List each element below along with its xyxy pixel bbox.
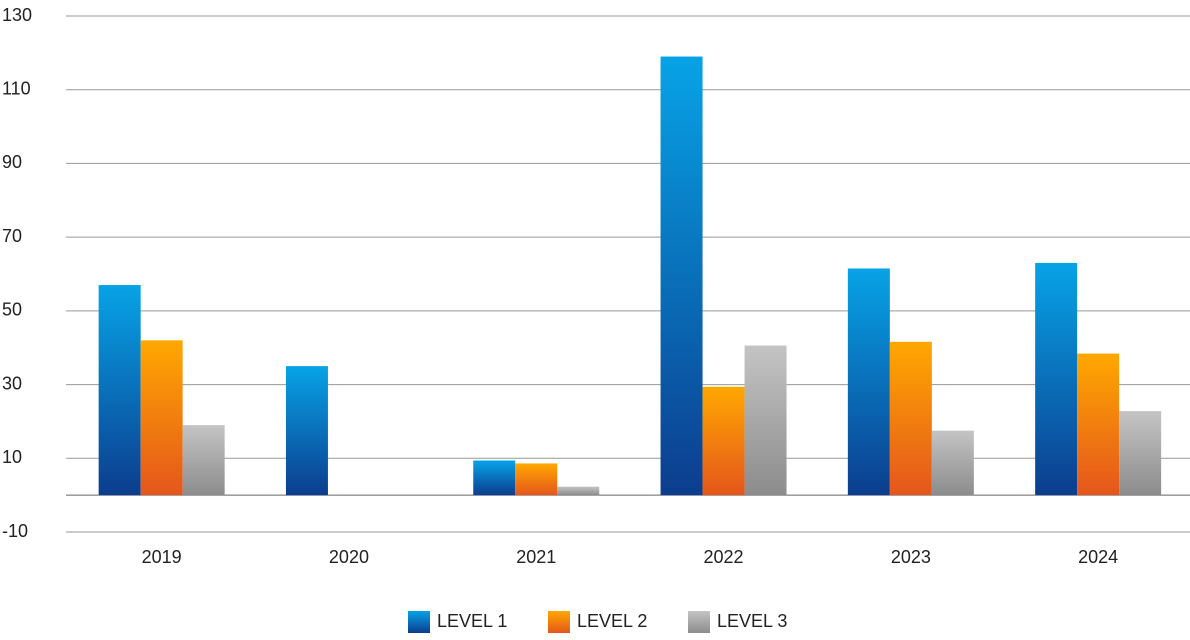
y-tick-label: 110 <box>2 78 31 98</box>
y-tick-label: 90 <box>2 152 22 172</box>
bar <box>1119 411 1161 495</box>
bar <box>286 366 328 495</box>
bar <box>1035 263 1077 495</box>
x-tick-label: 2022 <box>704 547 744 567</box>
legend-swatch <box>548 611 570 633</box>
x-tick-label: 2023 <box>891 547 931 567</box>
y-tick-label: 10 <box>2 447 22 467</box>
y-tick-label: 130 <box>2 5 32 25</box>
bar <box>141 340 183 495</box>
bar <box>703 387 745 495</box>
y-tick-label: -10 <box>2 521 28 541</box>
bar <box>661 57 703 496</box>
y-tick-label: 70 <box>2 226 22 246</box>
bar <box>745 346 787 496</box>
legend-swatch <box>688 611 710 633</box>
bar <box>890 342 932 495</box>
y-tick-label: 30 <box>2 373 22 393</box>
x-tick-label: 2019 <box>142 547 182 567</box>
bar <box>183 425 225 495</box>
legend-label: LEVEL 2 <box>577 611 647 631</box>
bar <box>99 285 141 495</box>
y-tick-label: 50 <box>2 300 22 320</box>
legend-label: LEVEL 1 <box>437 611 507 631</box>
x-tick-label: 2021 <box>516 547 556 567</box>
bar <box>515 463 557 495</box>
x-tick-label: 2020 <box>329 547 369 567</box>
legend-swatch <box>408 611 430 633</box>
legend-label: LEVEL 3 <box>717 611 787 631</box>
bar <box>1077 354 1119 496</box>
bar <box>932 431 974 496</box>
chart: -10 10 30 50 70 90 110 130 2019 2020 2021 2022 2023 2… <box>0 0 1190 640</box>
bar <box>557 487 599 495</box>
bar <box>473 460 515 495</box>
bar <box>848 268 890 495</box>
x-tick-label: 2024 <box>1078 547 1118 567</box>
